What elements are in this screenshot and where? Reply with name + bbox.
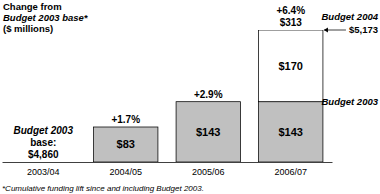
annotation: +6.4%	[276, 5, 305, 16]
x-tick-label: 2003/04	[27, 167, 60, 177]
x-tick-label: 2005/06	[192, 167, 225, 177]
x-axis-line	[3, 162, 333, 163]
annotation: $313	[280, 17, 303, 28]
bar-segment	[259, 30, 323, 102]
x-tick: 2004/05	[109, 167, 142, 177]
x-tick-label: 2004/05	[109, 167, 142, 177]
footnote: *Cumulative funding lift since and inclu…	[2, 184, 204, 193]
title-line: Budget 2003 base*	[3, 12, 89, 23]
bar-segment	[176, 102, 240, 162]
annotation: $4,860	[28, 149, 59, 160]
callout-arrowhead	[324, 28, 328, 33]
bars	[94, 30, 323, 162]
data-labels: $83 $143 $143 $170	[117, 60, 303, 151]
annotation: Budget 2003	[14, 125, 74, 136]
series-label: Budget 2003	[322, 96, 379, 107]
bar-segment	[259, 102, 323, 162]
data-label: $170	[279, 60, 303, 72]
chart: Change fromBudget 2003 base*($ millions)…	[0, 0, 380, 194]
annotation: +1.7%	[111, 114, 140, 125]
x-tick: 2006/07	[274, 167, 307, 177]
annotation: base:	[30, 137, 56, 148]
annotations: Budget 2003base:$4,860 +1.7% +2.9% +6.4%$31…	[14, 5, 306, 160]
series-label: Budget 2004	[322, 11, 379, 22]
title-line: Change from	[3, 1, 62, 12]
x-tick: 2003/04	[27, 167, 60, 177]
series-annotation: $5,173	[349, 24, 378, 35]
data-label: $143	[196, 126, 220, 138]
title-line: ($ millions)	[3, 23, 53, 34]
x-axis: 2003/04 2004/05 2005/06 2006/07	[3, 163, 333, 178]
series-callouts: Budget 2003 Budget 2004 $5,173	[322, 11, 379, 107]
x-tick-label: 2006/07	[274, 167, 307, 177]
data-label: $83	[117, 138, 135, 150]
x-tick: 2005/06	[192, 167, 225, 177]
title: Change fromBudget 2003 base*($ millions)	[3, 1, 89, 34]
data-label: $143	[279, 126, 303, 138]
bar-segment	[94, 127, 158, 162]
annotation: +2.9%	[194, 89, 223, 100]
